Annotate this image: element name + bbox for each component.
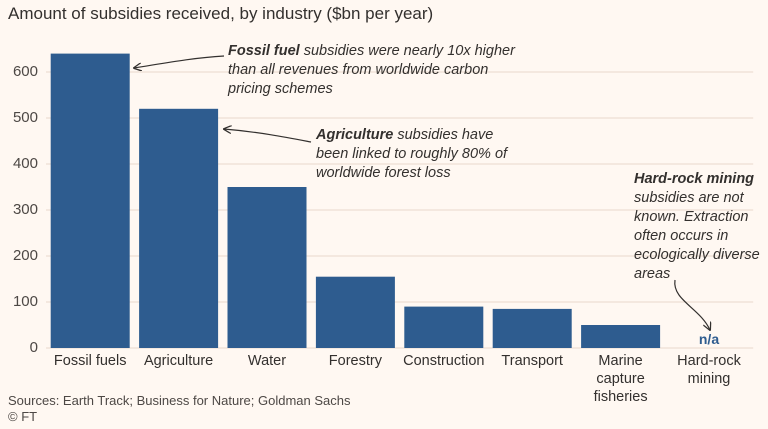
arrow [674, 279, 710, 330]
bar [492, 308, 572, 348]
annotation: Hard-rock mining subsidies are not known… [634, 170, 764, 284]
y-tick-label: 600 [13, 63, 38, 80]
annotation-bold: Fossil fuel [228, 43, 300, 59]
annotation-text: subsidies were nearly 10x higher than al… [228, 43, 515, 97]
annotation-bold: Agriculture [316, 127, 394, 143]
value-label: n/a [699, 331, 719, 347]
arrow [224, 129, 312, 143]
annotation: Fossil fuel subsidies were nearly 10x hi… [228, 42, 518, 99]
y-tick-label: 500 [13, 109, 38, 126]
chart-title: Amount of subsidies received, by industr… [8, 4, 434, 23]
arrow [134, 55, 225, 68]
x-tick-label: Marine capture fisheries [593, 353, 648, 405]
annotation-text: subsidies have been linked to roughly 80… [316, 127, 508, 181]
x-tick-label: Water [247, 353, 287, 369]
y-tick-label: 200 [13, 247, 38, 264]
x-tick-label: Agriculture [143, 353, 214, 369]
y-tick-label: 300 [13, 201, 38, 218]
bar [404, 306, 484, 348]
annotation-bold: Hard-rock mining [634, 171, 755, 187]
annotation-text: subsidies are not known. Extraction ofte… [634, 190, 760, 282]
x-tick-label: Hard-rock mining [677, 353, 741, 387]
bar [227, 187, 307, 348]
annotation: Agriculture subsidies have been linked t… [316, 126, 516, 183]
y-tick-label: 400 [13, 155, 38, 172]
bar [581, 325, 661, 348]
x-tick-label: Forestry [328, 353, 382, 369]
source: Sources: Earth Track; Business for Natur… [8, 393, 351, 408]
x-tick-label: Transport [501, 353, 563, 369]
credit: © FT [8, 409, 38, 424]
y-tick-label: 100 [13, 293, 38, 310]
x-tick-label: Construction [403, 353, 485, 369]
bar [139, 108, 219, 348]
x-tick-label: Fossil fuels [53, 353, 127, 369]
y-tick-label: 0 [30, 339, 38, 356]
bar [50, 53, 130, 348]
bar [315, 276, 395, 348]
